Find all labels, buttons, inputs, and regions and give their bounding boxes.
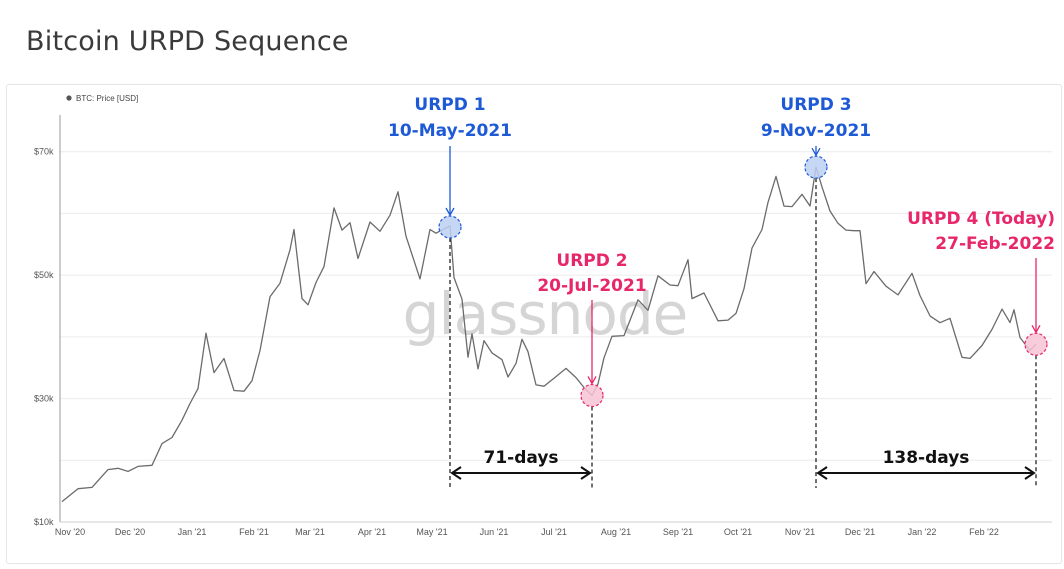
urpd2-label: URPD 2 bbox=[556, 251, 627, 271]
urpd3-label: URPD 3 bbox=[780, 95, 851, 115]
urpd1-label: URPD 1 bbox=[414, 95, 485, 115]
interval-2-arrow-left bbox=[816, 466, 828, 480]
y-tick-label: $50k bbox=[34, 270, 54, 280]
x-tick-label: Mar '21 bbox=[295, 527, 325, 537]
x-tick-label: Jan '21 bbox=[178, 527, 207, 537]
urpd2-arrow-head bbox=[587, 376, 597, 385]
interval-2-label: 138-days bbox=[883, 448, 970, 468]
urpd2-label: 20-Jul-2021 bbox=[537, 276, 646, 296]
x-tick-label: Apr '21 bbox=[358, 527, 386, 537]
urpd4-label: 27-Feb-2022 bbox=[935, 234, 1055, 254]
urpd4-label: URPD 4 (Today) bbox=[907, 209, 1055, 229]
interval-1-label: 71-days bbox=[483, 448, 558, 468]
x-tick-label: Nov '21 bbox=[785, 527, 815, 537]
x-tick-label: Nov '20 bbox=[55, 527, 85, 537]
y-tick-label: $70k bbox=[34, 147, 54, 157]
x-tick-label: Jan '22 bbox=[908, 527, 937, 537]
y-tick-label: $10k bbox=[34, 517, 54, 527]
x-tick-label: Jun '21 bbox=[480, 527, 509, 537]
interval-1-arrow-left bbox=[450, 466, 462, 480]
urpd4-marker bbox=[1024, 332, 1048, 356]
y-tick-label: $30k bbox=[34, 394, 54, 404]
interval-1-arrow-right bbox=[580, 466, 592, 480]
x-tick-label: Feb '21 bbox=[239, 527, 269, 537]
x-tick-label: Dec '21 bbox=[845, 527, 875, 537]
urpd1-label: 10-May-2021 bbox=[388, 121, 512, 141]
x-tick-label: Sep '21 bbox=[663, 527, 693, 537]
chart-panel bbox=[6, 84, 1062, 564]
annotation-labels: URPD 1 10-May-2021 URPD 2 20-Jul-2021 URPD 3… bbox=[388, 95, 1055, 480]
urpd3-arrow-head bbox=[811, 147, 821, 157]
x-tick-label: Feb '22 bbox=[969, 527, 999, 537]
legend: BTC: Price [USD] bbox=[66, 94, 138, 103]
page-title: Bitcoin URPD Sequence bbox=[26, 26, 349, 57]
x-tick-label: Jul '21 bbox=[541, 527, 567, 537]
legend-marker bbox=[66, 95, 72, 101]
gridlines bbox=[60, 151, 1052, 523]
btc-price-line bbox=[61, 166, 1037, 503]
urpd2-marker bbox=[580, 383, 604, 408]
interval-2-arrow-right bbox=[1024, 466, 1036, 480]
x-tick-label: Aug '21 bbox=[601, 527, 631, 537]
urpd3-marker bbox=[804, 155, 828, 179]
urpd1-arrow-head bbox=[445, 207, 455, 217]
y-axis: $10k $30k $50k $70k bbox=[34, 115, 61, 527]
x-tick-label: May '21 bbox=[416, 527, 447, 537]
x-tick-label: Dec '20 bbox=[115, 527, 145, 537]
x-tick-label: Oct '21 bbox=[724, 527, 752, 537]
urpd4-arrow-head bbox=[1031, 324, 1041, 334]
annotation-guides bbox=[449, 178, 1037, 488]
urpd1-marker bbox=[438, 215, 462, 239]
x-axis: Nov '20 Dec '20 Jan '21 Feb '21 Mar '21 Apr '… bbox=[55, 521, 1052, 537]
urpd3-label: 9-Nov-2021 bbox=[761, 121, 871, 141]
legend-label: BTC: Price [USD] bbox=[76, 94, 138, 103]
